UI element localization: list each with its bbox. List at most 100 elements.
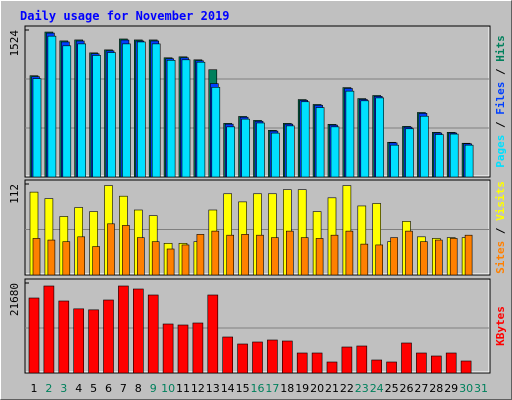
bar [375, 97, 385, 178]
bar [147, 294, 159, 374]
legend-separator: / [494, 62, 507, 82]
bar [122, 43, 131, 178]
x-tick-label: 8 [135, 382, 142, 395]
bar [390, 237, 398, 276]
chart-title: Daily usage for November 2019 [20, 9, 230, 23]
x-tick-label: 11 [176, 382, 190, 395]
x-tick-label: 12 [191, 382, 205, 395]
bar [92, 246, 100, 276]
bar [375, 244, 384, 276]
bar [281, 340, 293, 374]
bar [300, 237, 309, 276]
bar [107, 52, 116, 178]
bar [162, 323, 174, 374]
bar [300, 101, 310, 178]
bar [181, 59, 191, 178]
bar [196, 234, 205, 276]
bar [151, 43, 161, 178]
bar [118, 285, 129, 374]
x-tick-label: 18 [280, 382, 294, 395]
bar [137, 41, 146, 178]
x-tick-label: 31 [474, 382, 488, 395]
bar [222, 336, 233, 374]
bar [122, 225, 130, 276]
bar [430, 355, 442, 374]
legend: Pages / Files / Hits [494, 35, 507, 168]
bar [371, 359, 383, 374]
bar [449, 238, 458, 276]
bar [326, 361, 338, 374]
y-tick-label: 1524 [8, 30, 21, 57]
bar [196, 61, 206, 178]
bar [77, 236, 85, 276]
bar [62, 45, 72, 178]
x-tick-label: 23 [355, 382, 369, 395]
legend-entry: KBytes [494, 306, 507, 346]
bar [360, 243, 369, 276]
bar [43, 285, 55, 374]
bar [434, 239, 443, 276]
x-tick-label: 4 [75, 382, 82, 395]
legend-separator: / [494, 115, 507, 135]
bar [449, 133, 459, 178]
bar [330, 126, 340, 178]
bar [92, 55, 101, 178]
bar [241, 118, 250, 178]
bar [356, 345, 368, 374]
x-tick-label: 27 [414, 382, 428, 395]
bar [405, 230, 413, 276]
bar [137, 237, 145, 276]
bar [315, 238, 324, 276]
bar [416, 352, 427, 374]
bar [285, 125, 295, 178]
bar [460, 360, 472, 374]
bar [345, 230, 354, 276]
bar [207, 294, 219, 374]
legend: KBytes [494, 306, 507, 346]
x-tick-label: 2 [45, 382, 52, 395]
x-tick-label: 21 [325, 382, 339, 395]
bar [420, 115, 429, 178]
legend-entry: Sites [494, 241, 507, 274]
bar [133, 288, 144, 374]
legend-entry: Files [494, 82, 507, 115]
bar [330, 234, 339, 276]
bar [62, 241, 71, 276]
bar [77, 43, 86, 178]
bar [211, 86, 221, 178]
x-tick-label: 9 [150, 382, 157, 395]
bar [315, 107, 325, 178]
bar [166, 59, 176, 178]
bar [267, 339, 278, 374]
bar [341, 346, 353, 374]
x-tick-label: 22 [340, 382, 354, 395]
legend-separator: / [494, 221, 507, 241]
x-tick-label: 29 [444, 382, 458, 395]
legend-entry: Hits [494, 35, 507, 62]
bar [345, 90, 355, 178]
x-tick-label: 20 [310, 382, 324, 395]
bar [88, 309, 99, 374]
bar [401, 342, 412, 374]
bar [32, 78, 42, 178]
bar [252, 341, 263, 374]
bar [285, 230, 294, 276]
bar [271, 237, 279, 276]
bar [420, 241, 428, 276]
bar [166, 248, 175, 276]
bar [28, 297, 40, 374]
bar [47, 239, 56, 276]
bar [226, 234, 234, 276]
x-tick-label: 24 [370, 382, 384, 395]
y-tick-label: 112 [8, 184, 21, 204]
bar [271, 132, 280, 178]
x-tick-label: 7 [120, 382, 127, 395]
x-tick-label: 25 [385, 382, 399, 395]
bar [73, 308, 84, 374]
bar [256, 234, 264, 276]
bar [386, 361, 397, 374]
bar [256, 122, 265, 178]
x-tick-label: 15 [236, 382, 250, 395]
